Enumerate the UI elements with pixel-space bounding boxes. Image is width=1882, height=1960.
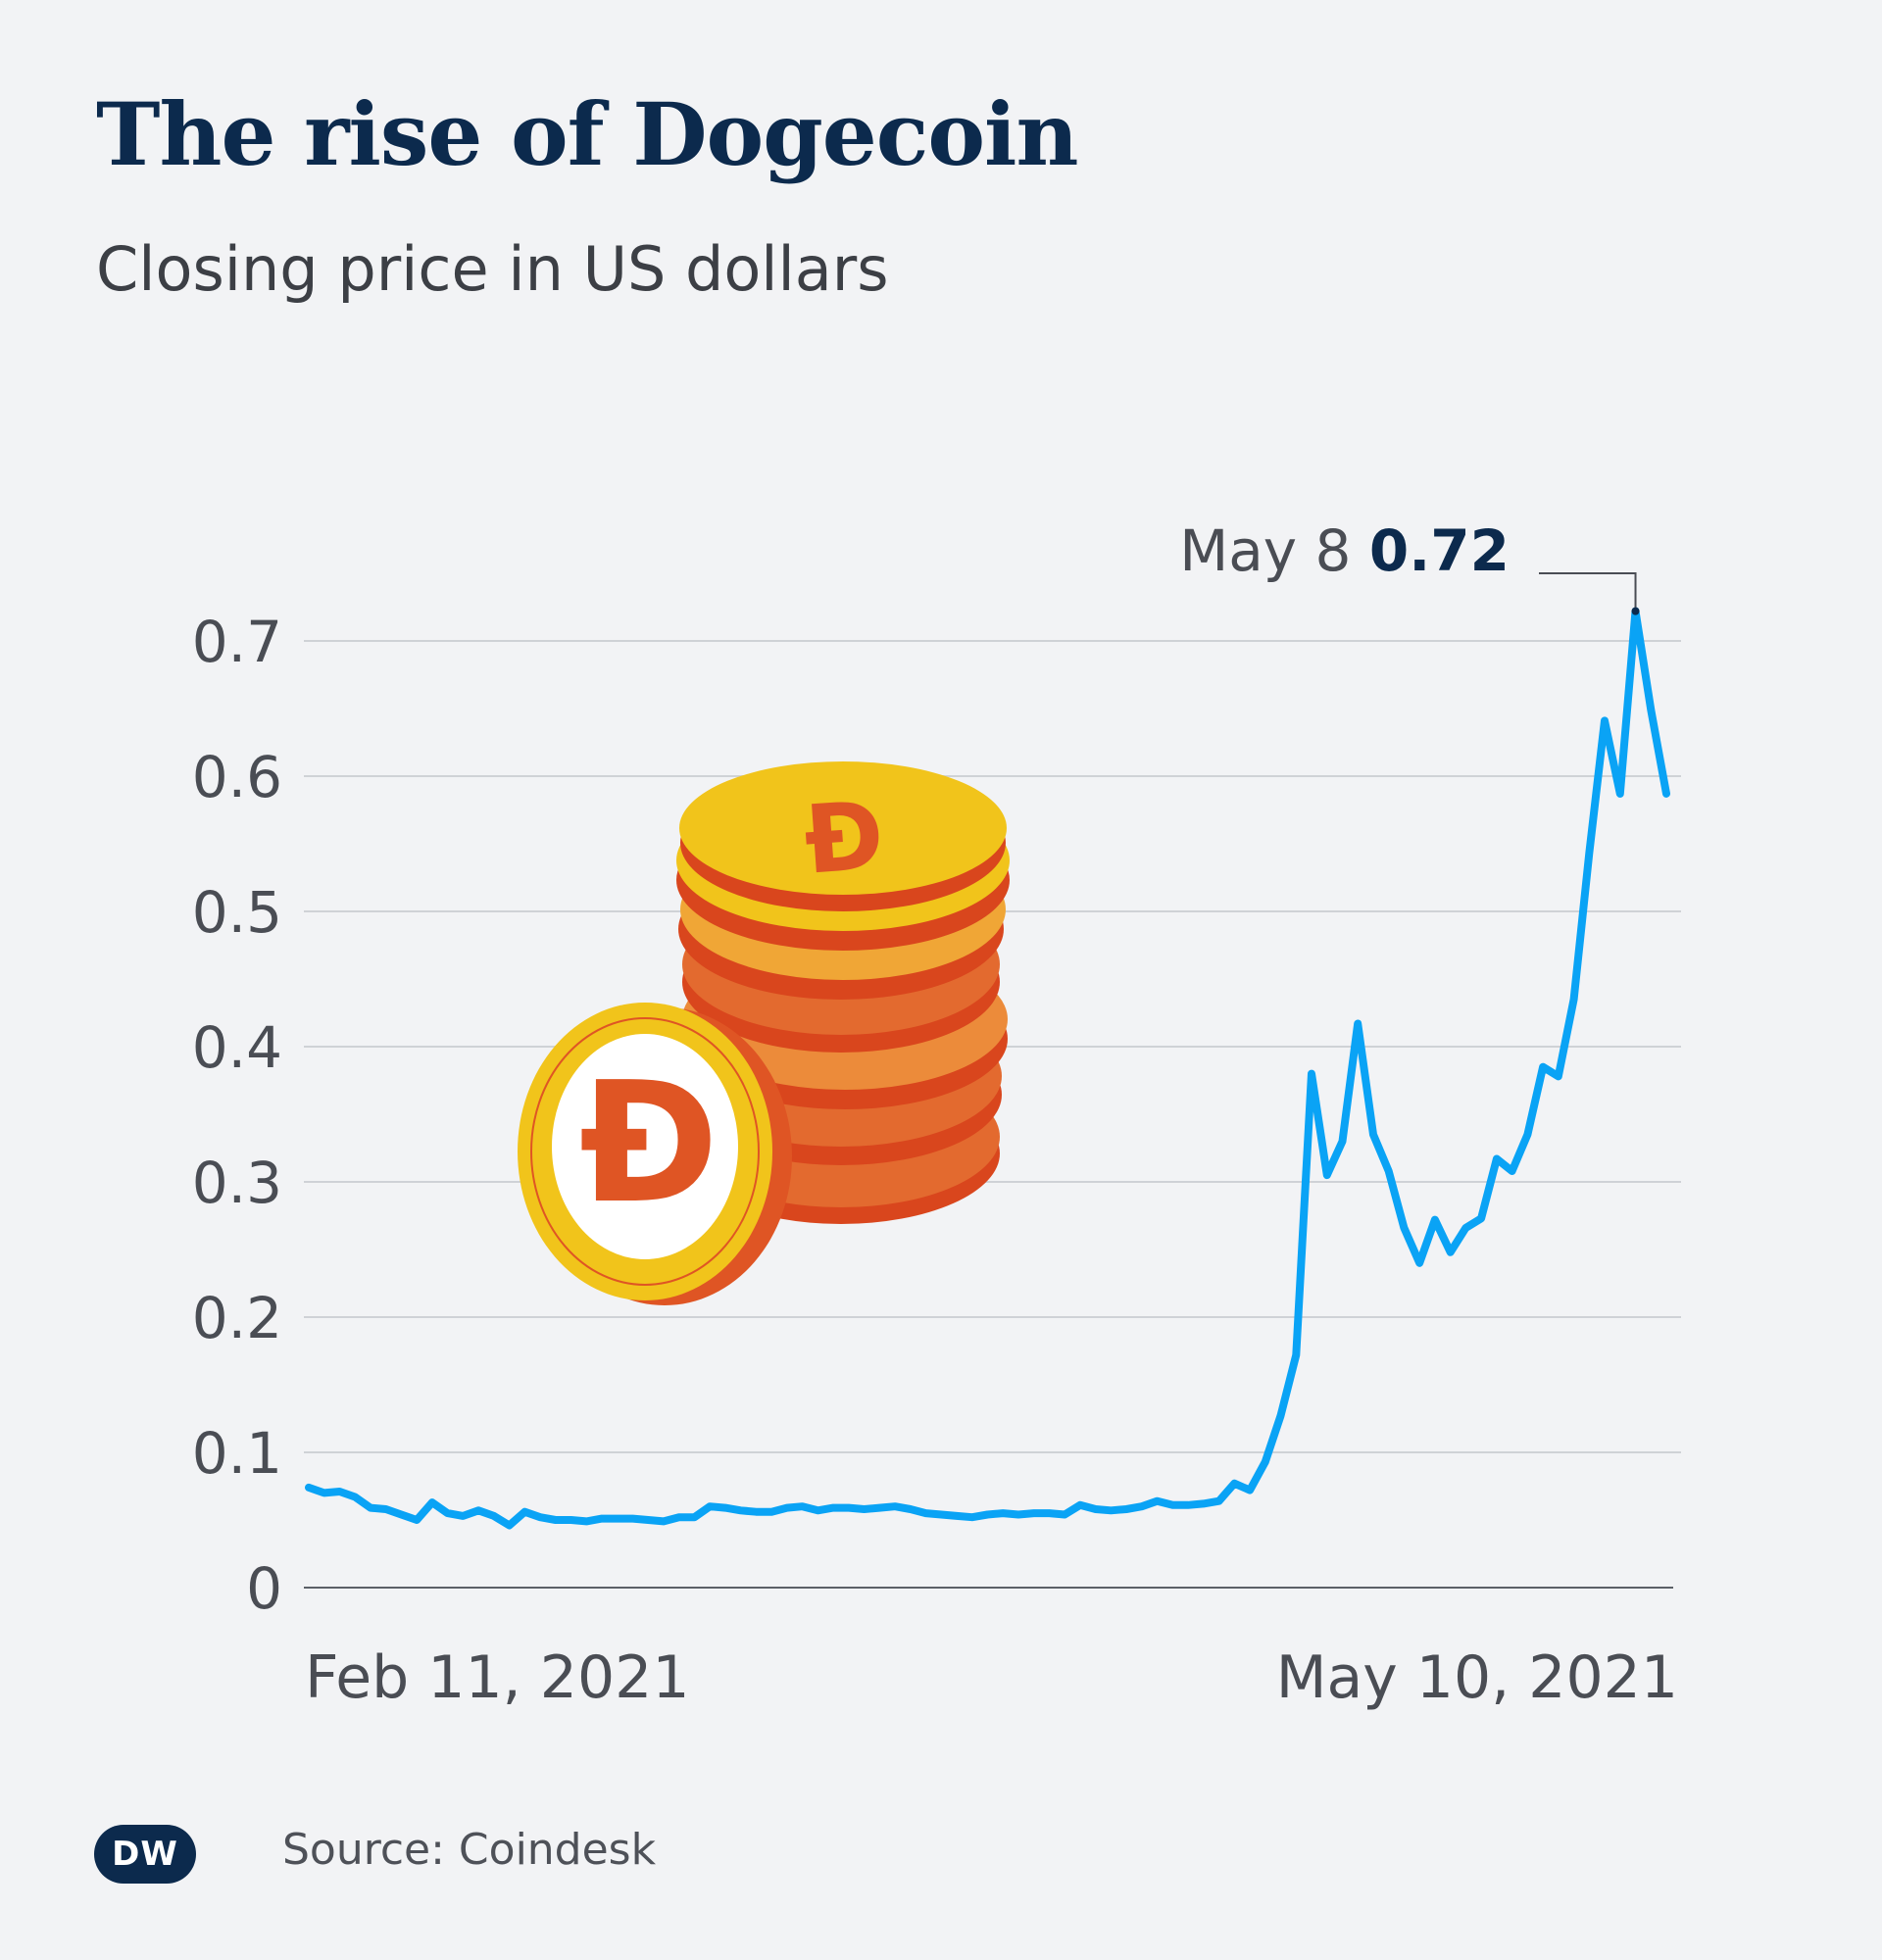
dogecoin-icon: Đ (518, 1003, 792, 1305)
chart-title: The rise of Dogecoin (96, 83, 1078, 185)
svg-text:Đ: Đ (579, 1047, 718, 1241)
y-tick-label: 0.3 (192, 1150, 282, 1216)
annotation-date: May 8 (1179, 517, 1351, 584)
annotation-value: 0.72 (1369, 517, 1510, 584)
y-tick-label: 0.6 (192, 744, 282, 810)
annotation-leader-line (1539, 572, 1637, 612)
series-line-closing-price (305, 607, 1670, 1530)
y-tick-label: 0.7 (192, 609, 282, 675)
x-tick-label: Feb 11, 2021 (305, 1643, 690, 1712)
gridlines (304, 640, 1681, 1453)
chart-subtitle: Closing price in US dollars (96, 233, 889, 305)
y-tick-label: 0 (246, 1555, 282, 1622)
y-tick-label: 0.4 (192, 1014, 282, 1081)
y-tick-label: 0.2 (192, 1285, 282, 1351)
y-tick-label: 0.1 (192, 1420, 282, 1487)
svg-text:Đ: Đ (801, 780, 887, 895)
source-note: Source: Coindesk (282, 1825, 657, 1875)
x-tick-label: May 10, 2021 (1276, 1643, 1678, 1712)
dw-logo: DW (94, 1825, 196, 1884)
dogecoin-coins-illustration: Đ Đ (518, 761, 1010, 1305)
y-tick-label: 0.5 (192, 879, 282, 946)
annotation-point (1631, 607, 1640, 615)
x-axis-ticks: Feb 11, 2021 May 10, 2021 (305, 1643, 1678, 1712)
peak-annotation: May 8 0.72 (1179, 517, 1510, 584)
y-axis-ticks: 0 0.1 0.2 0.3 0.4 0.5 0.6 0.7 (192, 609, 282, 1622)
